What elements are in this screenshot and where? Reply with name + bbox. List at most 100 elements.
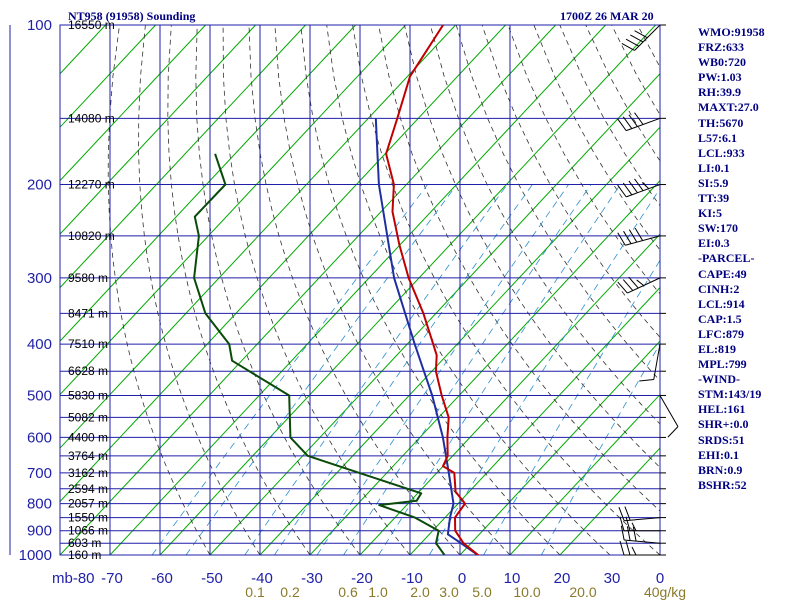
temperature-tick-label: 10	[504, 570, 521, 587]
height-label: 1066 m	[68, 524, 108, 538]
parcel-trace	[374, 118, 480, 555]
wind-barb-feather	[634, 112, 644, 125]
pressure-tick-label: 500	[27, 387, 52, 404]
pressure-tick-label: 600	[27, 429, 52, 446]
wind-barb	[621, 24, 661, 51]
isotherm-line	[60, 25, 456, 449]
mixing-ratio-line	[244, 184, 508, 555]
mixing-ratio-label: 10.0	[513, 584, 540, 600]
mixing-ratio-line	[316, 184, 569, 555]
pressure-tick-label: 800	[27, 496, 52, 513]
index-item: RH:39.9	[698, 85, 741, 100]
wind-barb	[639, 344, 661, 382]
index-item: STM:143/19	[698, 387, 762, 402]
wind-barb-feather	[620, 525, 625, 541]
isotherm-line	[60, 25, 306, 289]
index-item: PW:1.03	[698, 70, 742, 85]
wind-barb	[617, 178, 661, 198]
temperature-tick-label: 20	[554, 570, 571, 587]
mixing-ratio-label: 1.0	[368, 584, 388, 600]
mixing-ratio-line	[378, 184, 621, 555]
isotherm-line	[60, 25, 206, 182]
height-label: 3162 m	[68, 466, 108, 480]
mixing-ratio-label: 2.0	[410, 584, 430, 600]
pressure-tick-label: 300	[27, 270, 52, 287]
height-label: 5082 m	[68, 410, 108, 424]
wind-barb	[619, 516, 660, 532]
isotherm-line	[159, 25, 656, 555]
temperature-tick-label: -40	[251, 570, 273, 587]
height-label: 2594 m	[68, 482, 108, 496]
index-item: SI:5.9	[698, 175, 729, 190]
index-item: -PARCEL-	[698, 251, 755, 266]
temperature-tick-label: -10	[401, 570, 423, 587]
wind-barb-feather	[625, 516, 631, 531]
height-label: 12270 m	[68, 178, 115, 192]
dewpoint-trace	[193, 153, 446, 555]
pressure-tick-label: 700	[27, 465, 52, 482]
index-item: MAXT:27.0	[698, 100, 759, 115]
wind-barb-feather	[634, 30, 648, 39]
height-label: 2057 m	[68, 497, 108, 511]
wind-barb-feather	[641, 182, 650, 190]
wind-barb	[620, 525, 661, 544]
wind-barb-feather	[630, 34, 644, 43]
pressure-tick-label: 1000	[19, 547, 52, 564]
isotherm-line	[60, 25, 406, 396]
height-labels: 16550 m 14080 m 12270 m 10820 m 9580 m 8471 m…	[68, 18, 115, 562]
temperature-trace	[385, 25, 480, 555]
index-item: EL:819	[698, 341, 737, 356]
wind-barb-feather	[631, 522, 637, 531]
isotherm-line	[309, 179, 660, 555]
height-label: 16550 m	[68, 18, 115, 32]
wind-barb-feather	[639, 379, 654, 382]
sounding-profiles	[193, 25, 480, 555]
isotherm-line	[60, 25, 506, 503]
index-item: -WIND-	[698, 372, 740, 387]
temperature-tick-label: -50	[201, 570, 223, 587]
height-label: 3764 m	[68, 449, 108, 463]
wind-barb-feather	[623, 230, 632, 244]
isotherm-line	[409, 286, 660, 555]
height-label: 160 m	[68, 548, 101, 562]
index-item: LI:0.1	[698, 160, 730, 175]
index-item: BSHR:52	[698, 477, 747, 492]
wind-barb-feather	[617, 184, 627, 198]
isotherm-line	[509, 393, 660, 555]
temperature-tick-label: -20	[351, 570, 373, 587]
wind-barb-feather	[636, 279, 644, 286]
sounding-time: 1700Z 26 MAR 20	[560, 9, 654, 23]
index-item: WMO:91958	[698, 25, 765, 39]
wind-barb	[618, 506, 661, 522]
wind-barb-feather	[617, 232, 626, 246]
isotherm-line	[559, 447, 660, 555]
index-item: KI:5	[698, 206, 722, 221]
index-item: SRDS:51	[698, 432, 745, 447]
index-item: TH:5670	[698, 115, 744, 130]
mixing-ratio-line	[343, 184, 592, 555]
wind-barb	[617, 112, 661, 132]
index-item: CINH:2	[698, 281, 740, 296]
index-item: LCL:933	[698, 145, 745, 160]
height-label: 7510 m	[68, 337, 108, 351]
height-label: 6628 m	[68, 364, 108, 378]
wind-barb	[659, 395, 679, 438]
index-item: LFC:879	[698, 326, 744, 341]
index-item: EHI:0.1	[698, 447, 740, 462]
isotherm-line	[60, 25, 556, 555]
index-item: EI:0.3	[698, 236, 730, 251]
wind-barb-feather	[628, 229, 638, 243]
index-item: MPL:799	[698, 357, 747, 372]
isotherm-line	[60, 25, 156, 128]
mixing-ratio-label: 5.0	[472, 584, 492, 600]
height-label: 603 m	[68, 536, 101, 550]
isotherm-line	[109, 25, 606, 555]
mixing-ratio-label: 0.2	[280, 584, 300, 600]
height-label: 9580 m	[68, 271, 108, 285]
wind-barb-feather	[626, 526, 631, 541]
wind-barb-feather	[628, 180, 638, 194]
sounding-title: NT958 (91958) Sounding	[68, 9, 196, 23]
wind-barb-feather	[624, 506, 631, 521]
height-label: 10820 m	[68, 229, 115, 243]
